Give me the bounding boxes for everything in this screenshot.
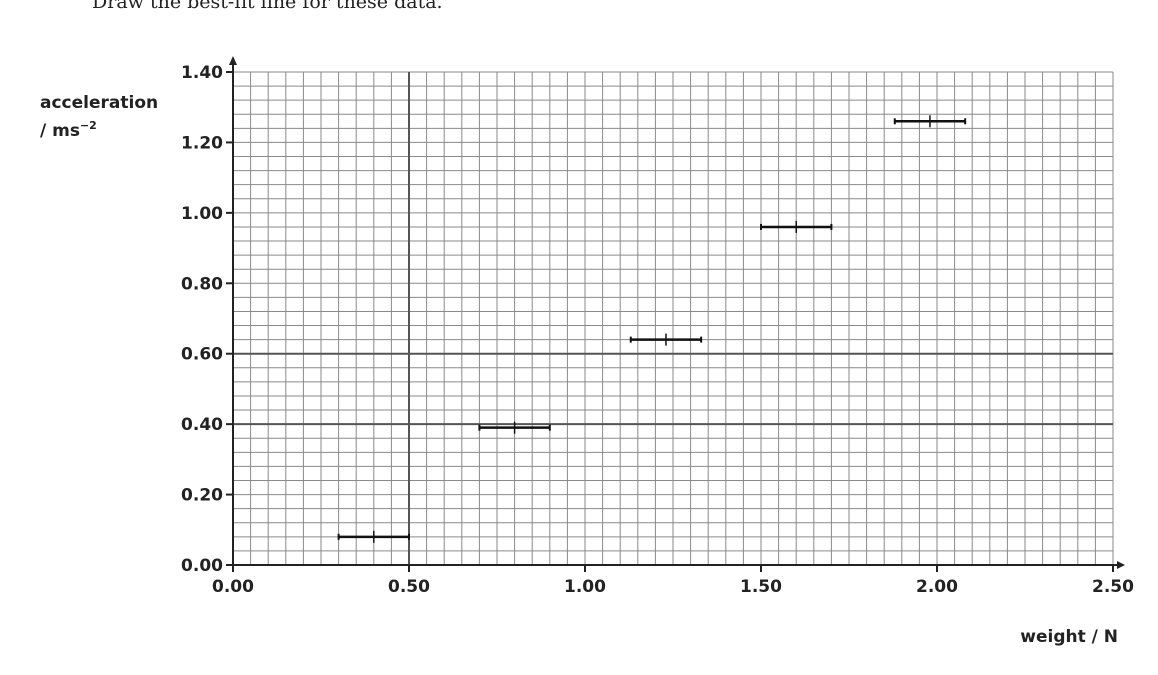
data-points xyxy=(337,115,967,543)
x-tick-label: 2.00 xyxy=(916,577,958,597)
y-axis-arrow-icon xyxy=(229,56,237,65)
y-tick-label: 0.20 xyxy=(181,486,223,506)
axes xyxy=(229,56,1125,569)
y-axis-title-line1: acceleration xyxy=(40,93,158,113)
x-axis-title: weight / N xyxy=(1020,627,1118,647)
y-axis-unit: / ms xyxy=(40,121,80,141)
y-tick-label: 0.40 xyxy=(181,415,223,435)
y-tick-label: 0.00 xyxy=(181,556,223,576)
data-point xyxy=(478,421,551,434)
y-tick-label: 1.40 xyxy=(181,63,223,83)
x-axis-arrow-icon xyxy=(1117,561,1125,569)
instruction-text: Draw the best-fit line for these data. xyxy=(92,0,443,13)
tick-labels: 0.00 0.50 1.00 1.50 2.00 2.50 0.00 0.20 0.40 0.60… xyxy=(181,63,1134,597)
data-point xyxy=(337,530,410,543)
major-grid xyxy=(233,72,1113,565)
tick-marks xyxy=(226,71,1114,572)
data-point xyxy=(760,220,833,233)
data-point xyxy=(893,115,967,128)
y-axis-unit-exponent: −2 xyxy=(80,119,97,132)
y-tick-label: 1.20 xyxy=(181,133,223,153)
y-axis-title-line2: / ms−2 xyxy=(40,119,97,141)
data-point xyxy=(629,333,703,346)
x-tick-label: 1.00 xyxy=(564,577,606,597)
y-tick-label: 0.60 xyxy=(181,345,223,365)
x-tick-label: 0.50 xyxy=(388,577,430,597)
x-tick-label: 0.00 xyxy=(212,577,254,597)
x-tick-label: 1.50 xyxy=(740,577,782,597)
x-tick-label: 2.50 xyxy=(1092,577,1134,597)
y-tick-label: 0.80 xyxy=(181,274,223,294)
y-tick-label: 1.00 xyxy=(181,204,223,224)
minor-grid xyxy=(233,71,1114,565)
